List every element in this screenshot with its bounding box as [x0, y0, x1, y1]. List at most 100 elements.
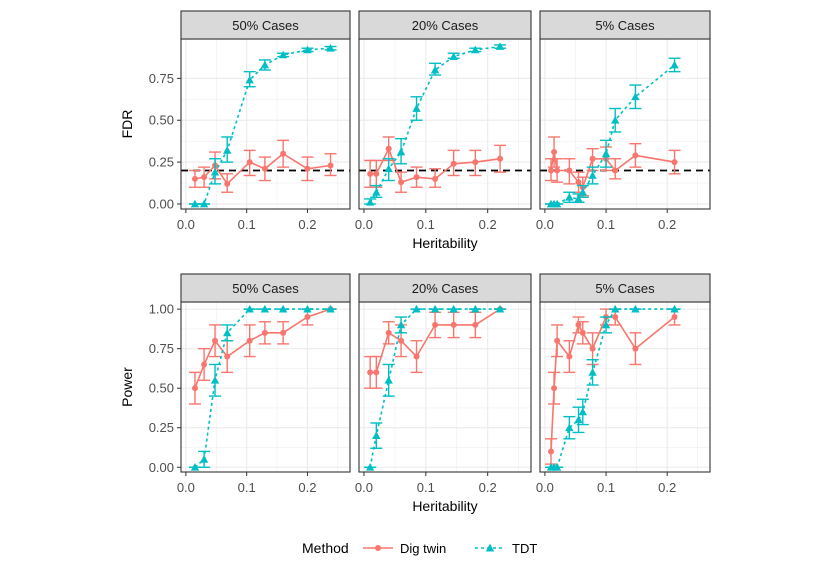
data-point-dig-twin [280, 150, 287, 157]
panel-background [359, 302, 531, 472]
y-tick-label: 0.75 [149, 341, 174, 356]
data-point-tdt [471, 304, 480, 313]
data-point-tdt [278, 304, 288, 313]
data-point-dig-twin [472, 321, 479, 328]
data-point-dig-twin [554, 167, 561, 174]
data-point-dig-twin [432, 321, 439, 328]
data-point-dig-twin [575, 321, 582, 328]
x-tick-label: 0.1 [238, 480, 256, 495]
x-tick-label: 0.1 [417, 217, 435, 232]
data-point-dig-twin [612, 167, 619, 174]
data-point-dig-twin [575, 179, 582, 186]
legend-key-circle [375, 545, 381, 551]
legend-title: Method [302, 540, 349, 556]
facet-strip-label: 50% Cases [232, 18, 299, 33]
x-tick-label: 0.2 [298, 217, 316, 232]
data-point-dig-twin [551, 149, 558, 156]
data-point-tdt [611, 116, 620, 124]
data-point-dig-twin [589, 345, 596, 352]
x-tick-label: 0.2 [298, 480, 316, 495]
series-line-tdt [194, 308, 331, 468]
data-point-tdt [565, 423, 574, 432]
data-point-dig-twin [589, 155, 596, 162]
data-point-dig-twin [398, 179, 405, 186]
data-point-dig-twin [551, 385, 558, 392]
x-tick-label: 0.0 [536, 480, 554, 495]
data-point-dig-twin [246, 337, 253, 344]
data-point-dig-twin [373, 369, 380, 376]
data-point-dig-twin [367, 369, 374, 376]
data-point-dig-twin [304, 314, 311, 321]
x-tick-label: 0.1 [417, 480, 435, 495]
data-point-tdt [384, 164, 393, 173]
x-tick-label: 0.2 [479, 480, 497, 495]
data-point-tdt [372, 431, 381, 439]
data-point-dig-twin [398, 337, 405, 344]
y-tick-label: 0.50 [149, 113, 174, 128]
facet-strip [180, 10, 351, 40]
legend-item-label: TDT [512, 541, 537, 556]
data-point-tdt [578, 407, 588, 416]
data-point-tdt [449, 304, 458, 313]
data-point-tdt [631, 304, 640, 313]
y-tick-label: 1.00 [149, 302, 174, 317]
data-point-dig-twin [497, 155, 504, 162]
data-point-tdt [365, 463, 375, 471]
data-point-tdt [396, 320, 406, 329]
data-point-tdt [326, 44, 335, 52]
data-point-tdt [631, 92, 640, 101]
data-point-tdt [495, 304, 505, 313]
panel-power-1: 50% Cases 0.0 0.1 0.2 0.00 0.25 0.50 0.75 1.00 [149, 273, 351, 495]
data-point-tdt [601, 320, 611, 329]
data-point-tdt [552, 199, 562, 208]
y-tick-label: 0.25 [149, 155, 174, 170]
y-axis-label: Power [119, 367, 135, 407]
data-point-dig-twin [548, 448, 555, 455]
x-tick-label: 0.0 [355, 217, 373, 232]
data-point-tdt [190, 199, 200, 208]
data-point-dig-twin [554, 337, 561, 344]
data-point-tdt [384, 376, 393, 384]
data-point-dig-twin [385, 145, 392, 152]
data-point-dig-twin [224, 353, 231, 360]
panel-fdr-2: 20% Cases 0.0 0.1 0.2 [355, 10, 532, 232]
data-point-tdt [199, 199, 209, 208]
x-tick-label: 0.1 [238, 217, 256, 232]
data-point-tdt [326, 304, 335, 313]
x-axis-label: Heritability [412, 498, 477, 514]
y-tick-label: 0.00 [149, 196, 174, 211]
data-point-tdt [365, 198, 375, 206]
data-point-dig-twin [413, 174, 420, 181]
data-point-tdt [372, 188, 381, 196]
facet-strip [358, 273, 532, 303]
x-tick-label: 0.2 [658, 217, 676, 232]
legend-key-triangle [485, 543, 495, 552]
data-point-dig-twin [671, 314, 678, 321]
data-point-dig-twin [413, 353, 420, 360]
data-point-dig-twin [566, 353, 573, 360]
x-tick-label: 0.0 [177, 480, 195, 495]
facet-strip [358, 10, 532, 40]
data-point-dig-twin [373, 170, 380, 177]
data-point-tdt [574, 194, 583, 203]
facet-strip [180, 273, 351, 303]
facet-strip-label: 5% Cases [595, 281, 655, 296]
x-tick-label: 0.0 [355, 480, 373, 495]
data-point-tdt [578, 188, 588, 196]
data-point-tdt [412, 304, 421, 313]
panel-power-3: 5% Cases 0.0 0.1 0.2 [536, 273, 711, 495]
data-point-dig-twin [246, 159, 253, 166]
data-point-tdt [430, 65, 440, 74]
data-point-tdt [260, 60, 270, 69]
data-point-dig-twin [261, 329, 268, 336]
panel-fdr-3: 5% Cases 0.0 0.1 0.2 [536, 10, 711, 232]
facet-strip [539, 273, 711, 303]
data-point-tdt [199, 455, 209, 463]
panel-background [359, 39, 531, 209]
data-point-dig-twin [224, 180, 231, 187]
data-point-tdt [210, 376, 220, 384]
facet-strip-label: 50% Cases [232, 281, 299, 296]
data-point-dig-twin [201, 174, 208, 181]
data-point-tdt [278, 50, 288, 59]
